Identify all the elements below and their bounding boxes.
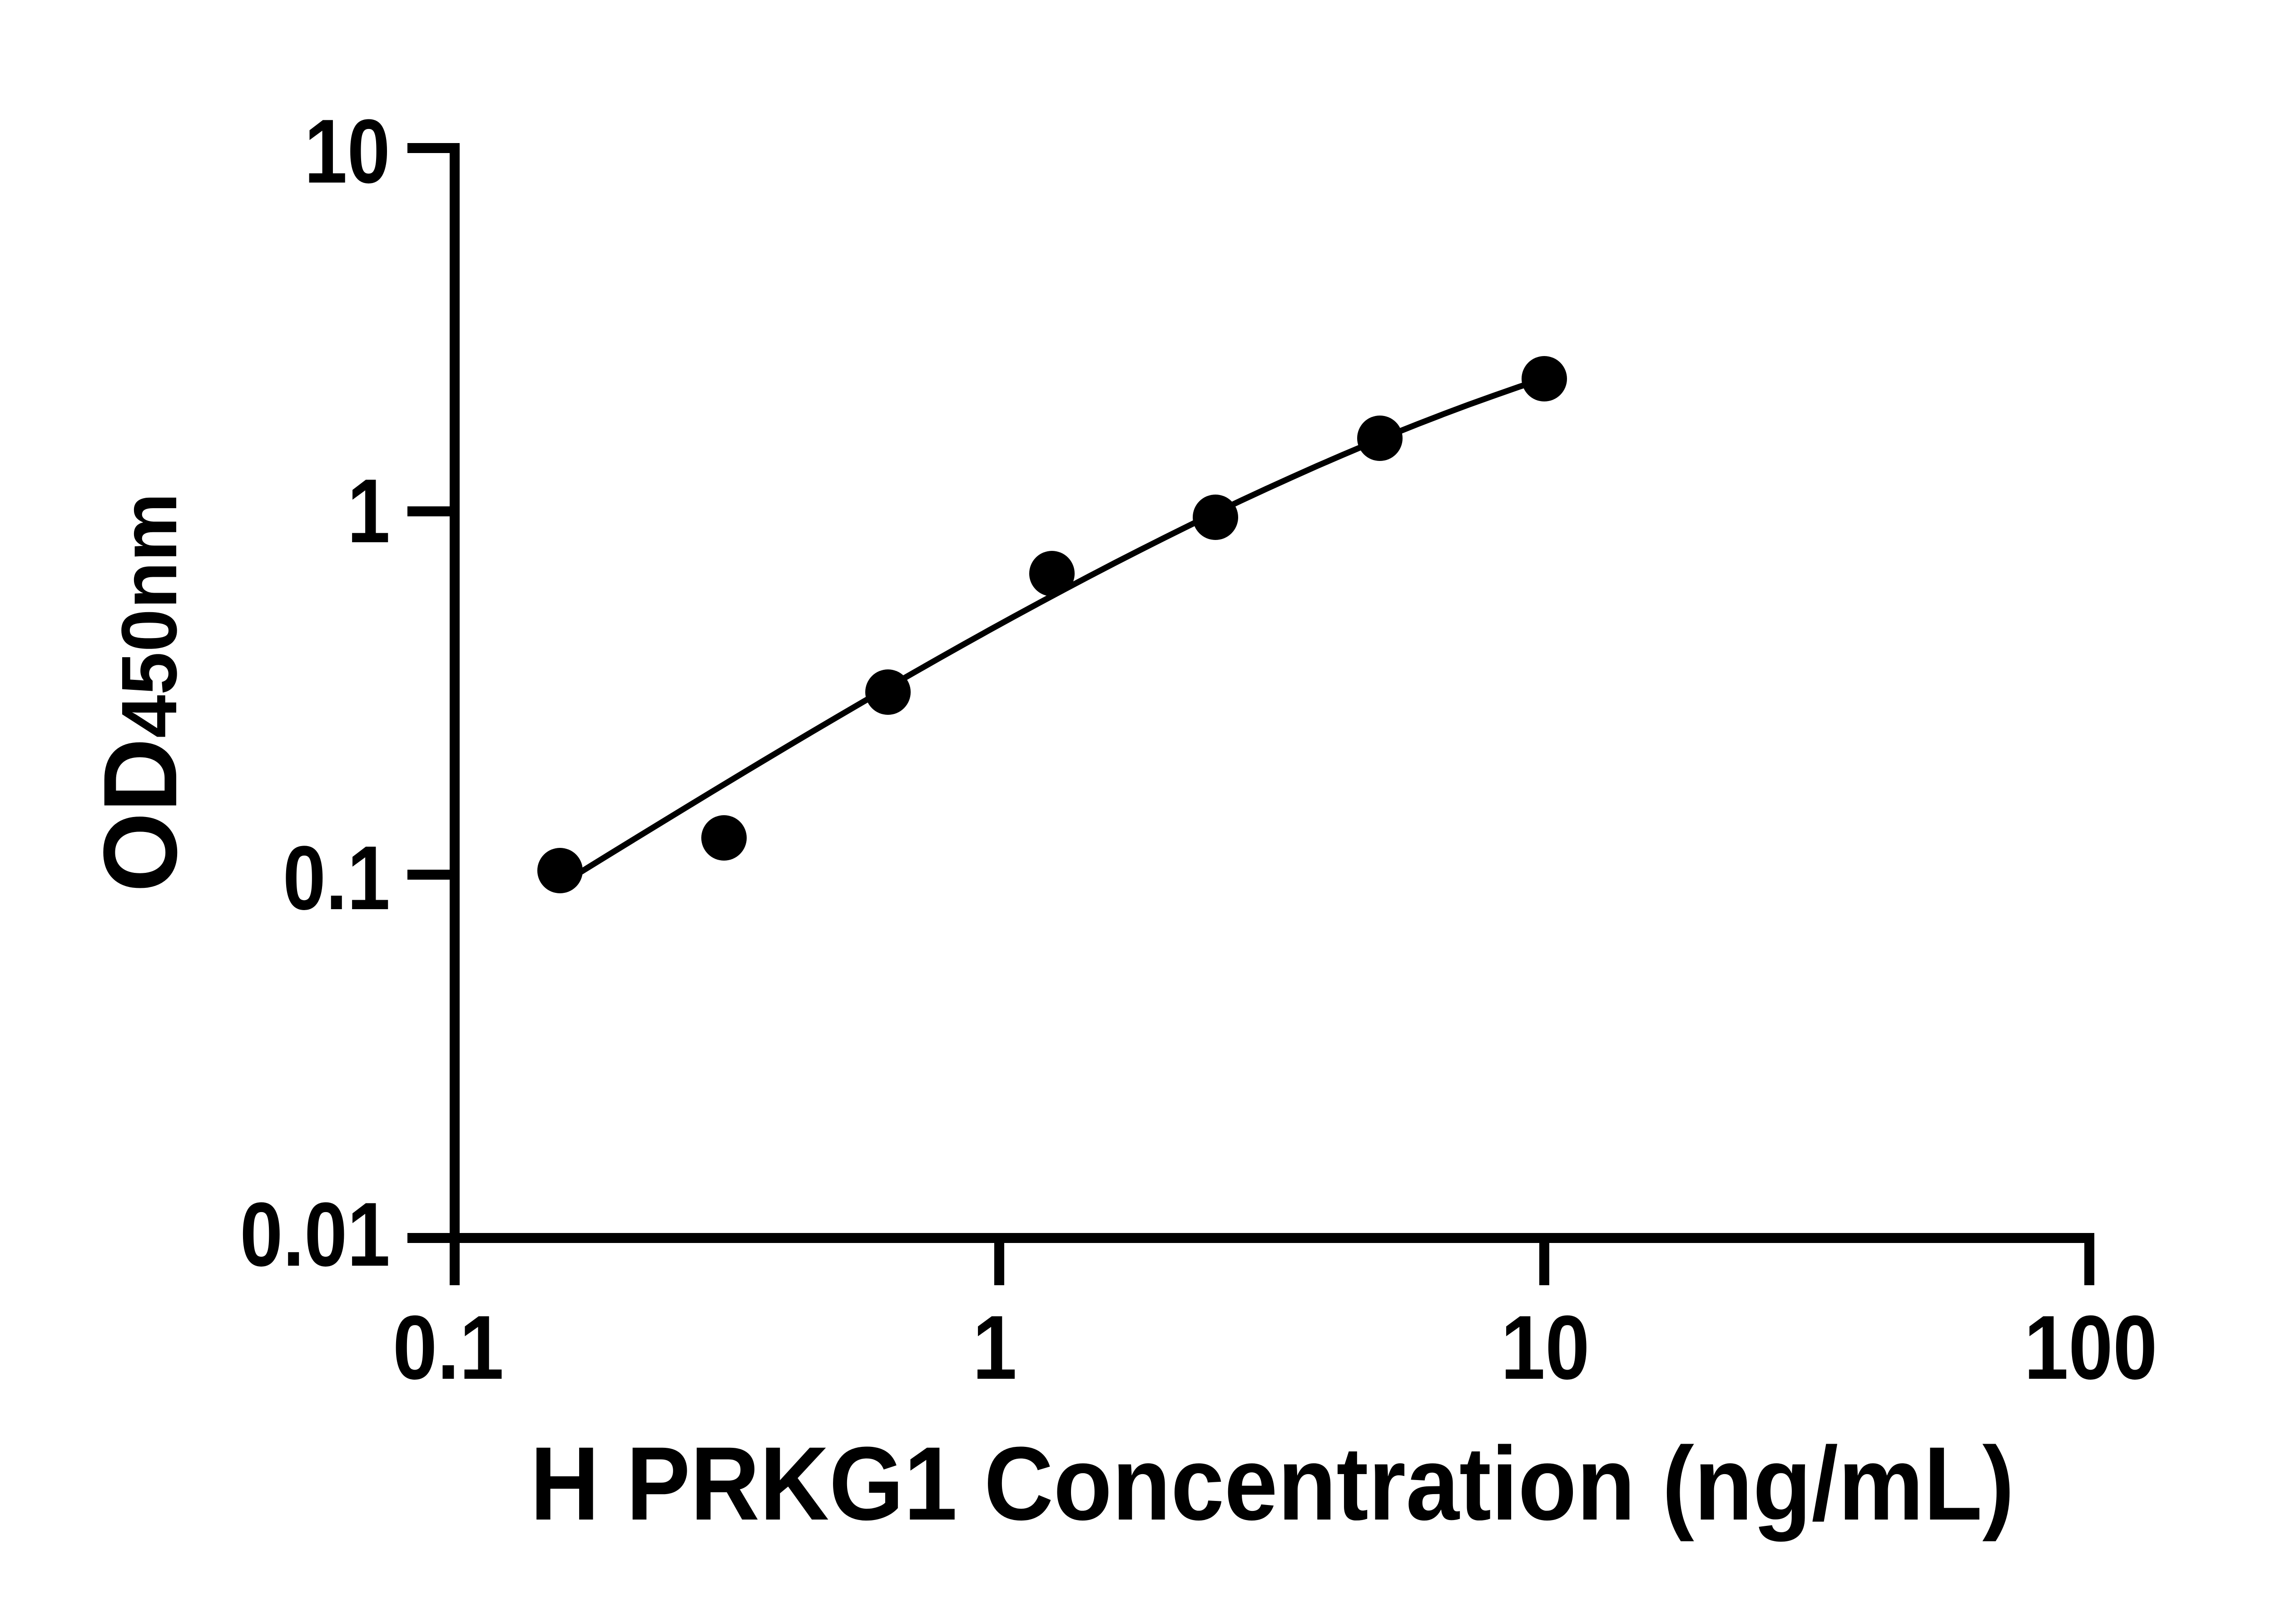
svg-text:100: 100 xyxy=(2024,1296,2157,1398)
svg-text:1: 1 xyxy=(972,1296,1017,1398)
svg-text:1: 1 xyxy=(347,460,390,562)
svg-text:0.1: 0.1 xyxy=(283,827,390,929)
svg-text:H PRKG1 Concentration (ng/mL): H PRKG1 Concentration (ng/mL) xyxy=(530,1425,2014,1542)
svg-text:10: 10 xyxy=(304,101,390,202)
svg-text:10: 10 xyxy=(1501,1296,1590,1398)
svg-text:0.01: 0.01 xyxy=(240,1184,390,1285)
svg-text:0.1: 0.1 xyxy=(393,1296,504,1398)
